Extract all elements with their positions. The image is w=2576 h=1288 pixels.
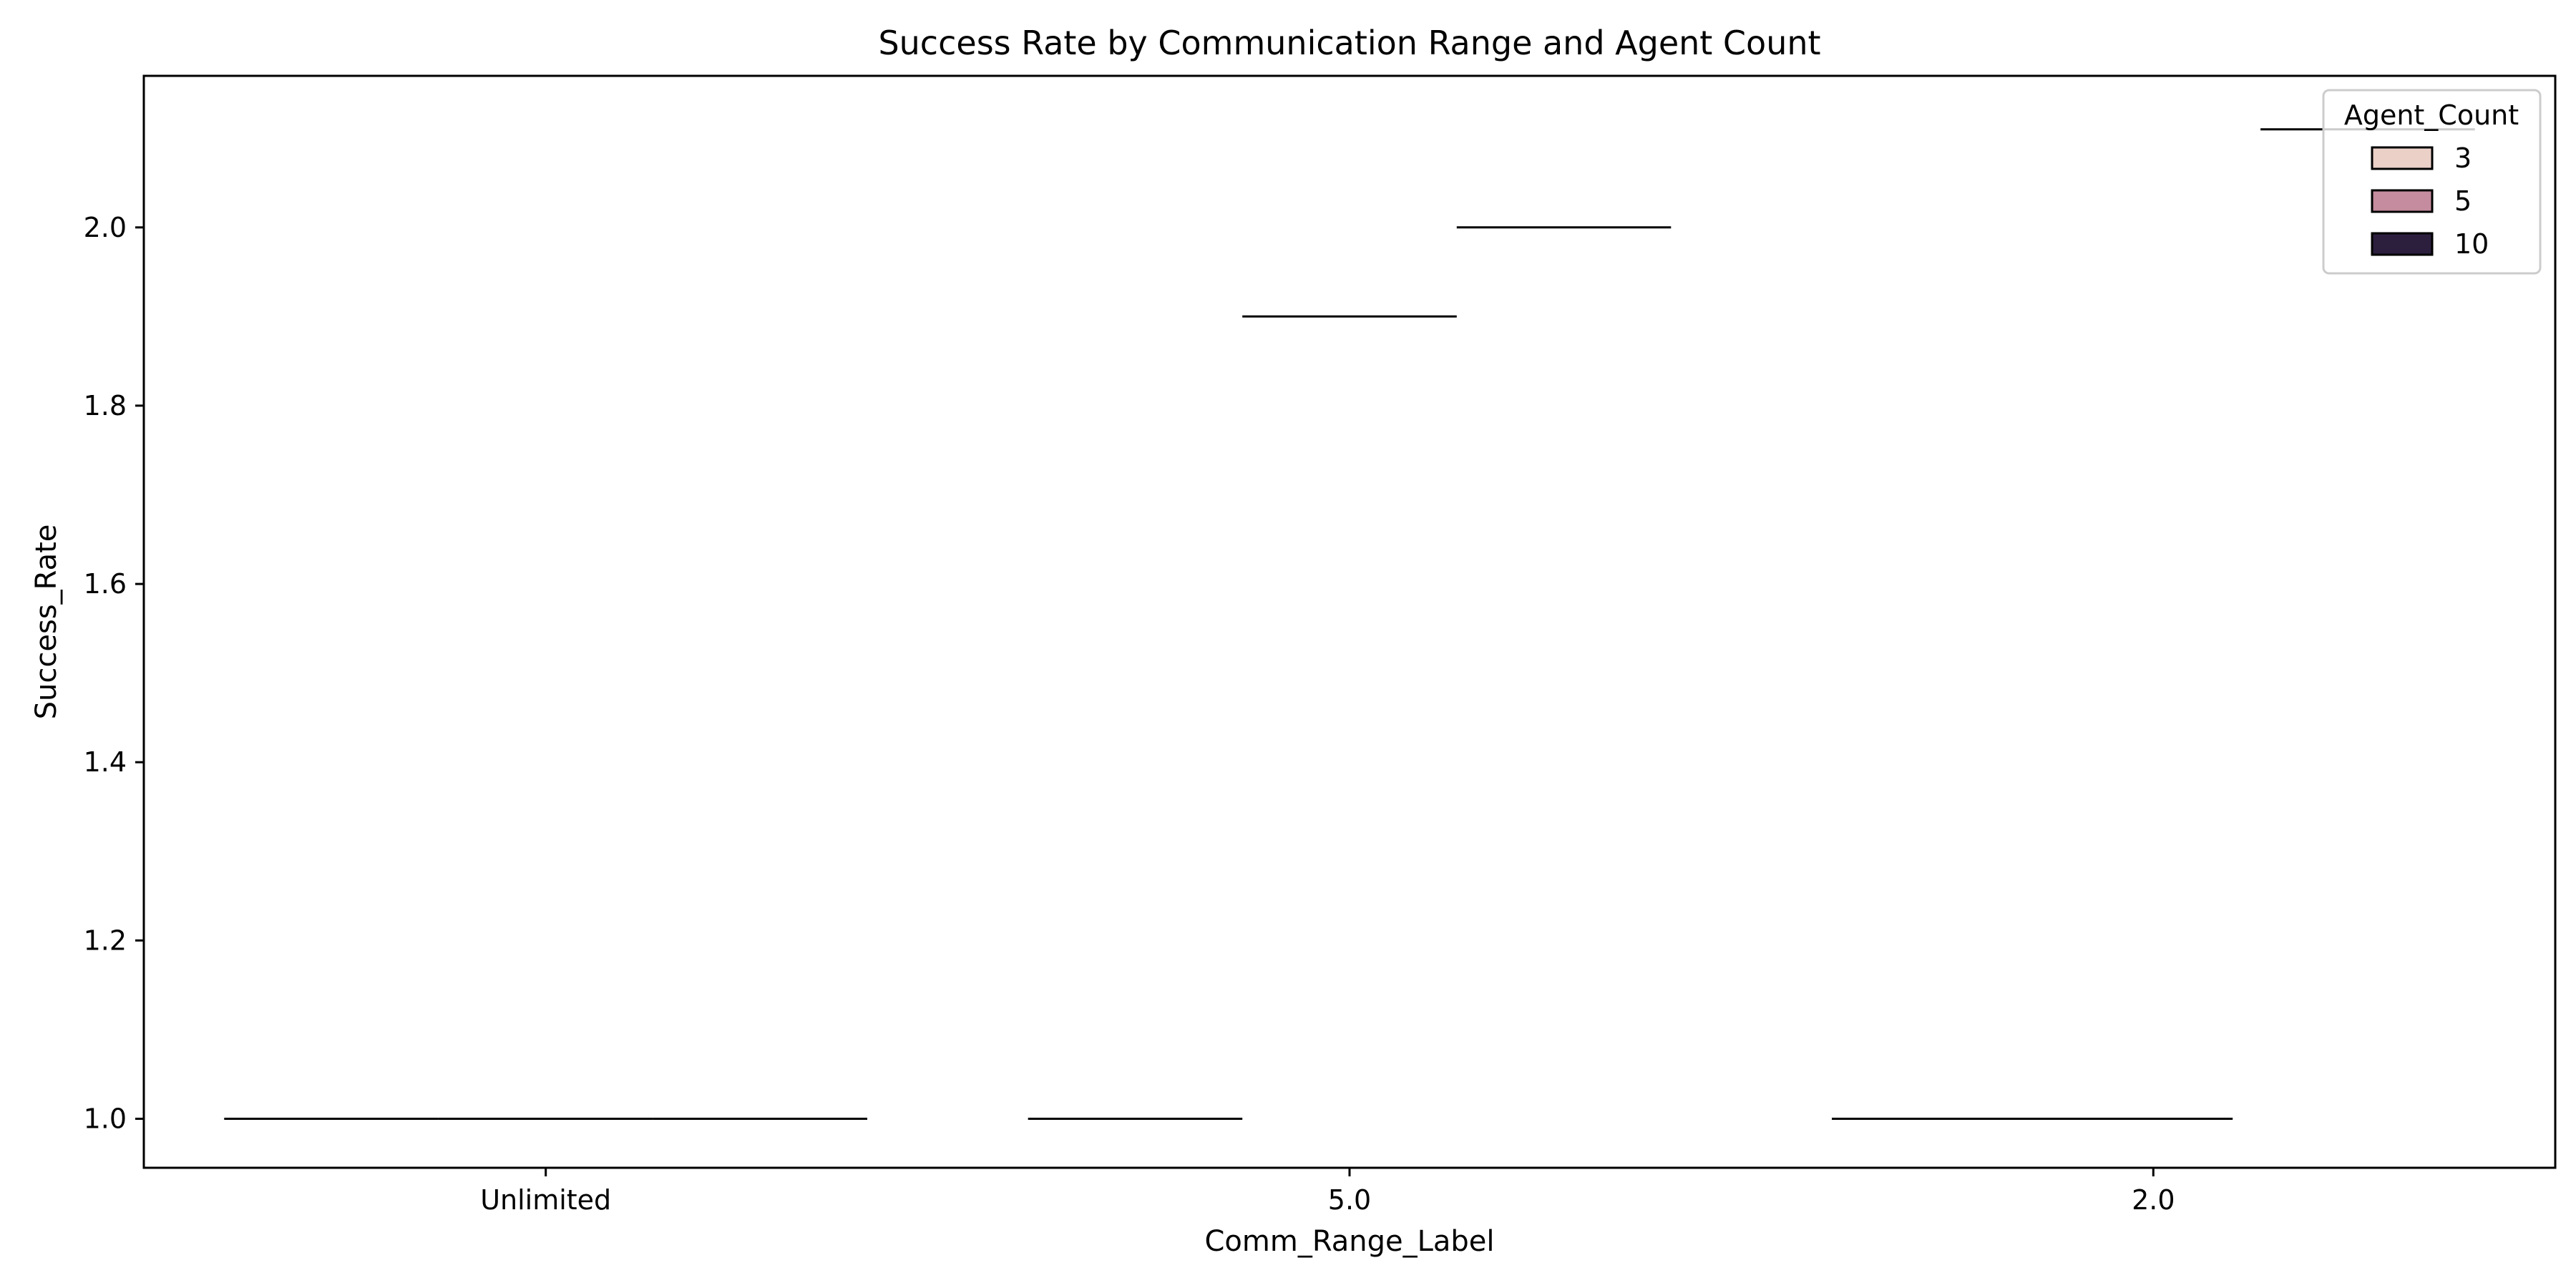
y-tick-label: 2.0 bbox=[84, 212, 127, 243]
legend-swatch-5 bbox=[2371, 189, 2434, 213]
y-tick-label: 1.8 bbox=[84, 390, 127, 421]
legend-label-5: 5 bbox=[2454, 185, 2472, 217]
y-tick-label: 1.2 bbox=[84, 924, 127, 956]
x-tick-label: 2.0 bbox=[2132, 1184, 2175, 1216]
y-tick-label: 1.4 bbox=[84, 746, 127, 778]
plot-marks bbox=[224, 128, 2475, 1120]
legend-entries: 3 5 10 bbox=[2371, 142, 2489, 260]
y-axis: 1.0 1.2 1.4 1.6 1.8 2.0 bbox=[84, 212, 144, 1135]
y-tick-label: 1.6 bbox=[84, 568, 127, 600]
legend-frame bbox=[2322, 89, 2542, 275]
legend-swatch-10 bbox=[2371, 232, 2434, 256]
legend-label-10: 10 bbox=[2454, 228, 2489, 260]
y-tick-label: 1.0 bbox=[84, 1103, 127, 1135]
legend-label-3: 3 bbox=[2454, 142, 2472, 174]
x-tick-label: Unlimited bbox=[480, 1184, 611, 1216]
x-axis: Unlimited 5.0 2.0 bbox=[480, 1168, 2175, 1216]
legend-title: Agent_Count bbox=[2344, 99, 2519, 131]
chart-title: Success Rate by Communication Range and … bbox=[878, 24, 1820, 62]
x-axis-label: Comm_Range_Label bbox=[1204, 1225, 1494, 1258]
legend-swatch-3 bbox=[2371, 146, 2434, 170]
plot-area-frame bbox=[142, 74, 2557, 1169]
y-axis-label: Success_Rate bbox=[30, 525, 63, 720]
legend: Agent_Count 3 5 10 bbox=[2322, 89, 2542, 275]
x-tick-label: 5.0 bbox=[1328, 1184, 1371, 1216]
